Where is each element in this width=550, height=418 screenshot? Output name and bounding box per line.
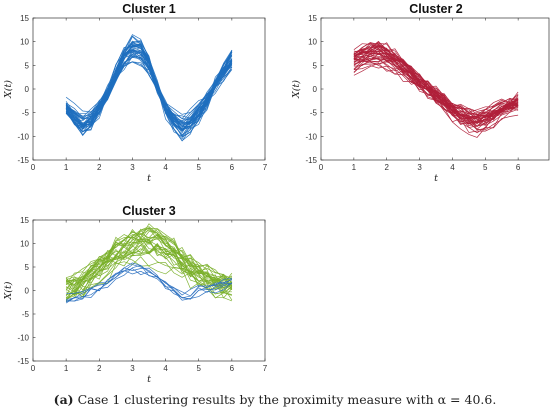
x-tick-label: 2 <box>97 163 102 172</box>
x-tick-label: 4 <box>163 163 168 172</box>
x-tick-label: 2 <box>384 163 389 172</box>
y-axis-label: X(t) <box>3 281 14 300</box>
series-line <box>65 40 233 129</box>
y-tick-label: -15 <box>17 156 29 165</box>
x-tick-label: 3 <box>130 364 135 373</box>
chart-title: Cluster 2 <box>409 2 463 16</box>
cluster-2-panel: 0 1 2 3 4 5 6 -15 -10 -5 0 5 10 15 Cluster 2 t X(t) <box>291 2 550 184</box>
y-tick-label: -10 <box>17 334 29 343</box>
y-tick-label: 0 <box>25 85 30 94</box>
series-line <box>353 50 519 120</box>
x-tick-label: 2 <box>97 364 102 373</box>
series-line <box>353 58 519 117</box>
series-line <box>65 49 233 128</box>
series-line <box>353 44 519 123</box>
series-line <box>353 57 519 113</box>
chart-title: Cluster 3 <box>122 204 176 218</box>
series-line <box>65 228 233 293</box>
y-tick-label: -5 <box>22 109 30 118</box>
series-line <box>65 61 233 128</box>
x-tick-label: 4 <box>450 163 455 172</box>
x-tick-label: 5 <box>196 364 201 373</box>
series-line <box>353 55 519 126</box>
x-tick-label: 3 <box>417 163 422 172</box>
series-line <box>66 264 233 302</box>
series-line <box>65 244 232 297</box>
series-line <box>353 65 519 117</box>
x-tick-label: 5 <box>196 163 201 172</box>
y-tick-label: 15 <box>20 14 29 23</box>
y-axis-label: X(t) <box>291 80 302 99</box>
y-axis-label: X(t) <box>3 80 14 99</box>
series-line <box>353 41 519 125</box>
figure-caption: (a) Case 1 clustering results by the pro… <box>0 392 550 407</box>
series-line <box>353 42 519 134</box>
caption-label: (a) <box>53 392 74 407</box>
cluster-3-panel: 0 1 2 3 4 5 6 7 -15 -10 -5 0 5 10 15 Cluster 3 t X(t) <box>3 204 268 385</box>
axes-box <box>32 17 266 161</box>
series-line <box>65 54 233 120</box>
y-tick-label: 5 <box>25 263 30 272</box>
x-tick-label: 1 <box>64 163 69 172</box>
series-line <box>65 223 233 286</box>
y-tick-label: 10 <box>20 38 29 47</box>
series-line <box>353 53 519 112</box>
y-tick-label: -5 <box>22 310 30 319</box>
x-axis-label: t <box>434 173 438 184</box>
x-tick-label: 6 <box>516 163 521 172</box>
cluster-1-panel: 0 1 2 3 4 5 6 7 -15 -10 -5 0 5 10 15 Cluster 1 t X(t) <box>3 2 268 184</box>
series-line <box>353 48 519 127</box>
y-tick-label: -15 <box>17 357 29 366</box>
x-tick-label: 7 <box>263 163 268 172</box>
x-tick-label: 0 <box>319 163 324 172</box>
x-tick-label: 5 <box>483 163 488 172</box>
y-tick-label: 5 <box>25 61 30 70</box>
series-line <box>66 262 233 300</box>
x-tick-label: 3 <box>130 163 135 172</box>
series-line <box>65 234 232 280</box>
x-tick-label: 1 <box>352 163 357 172</box>
x-tick-label: 0 <box>31 364 36 373</box>
series-lines <box>65 223 233 304</box>
x-tick-label: 0 <box>31 163 36 172</box>
series-line <box>65 46 233 121</box>
series-line <box>353 45 519 115</box>
series-lines <box>65 34 233 142</box>
caption-text: Case 1 clustering results by the proximi… <box>73 392 497 407</box>
y-tick-label: -5 <box>310 109 318 118</box>
y-tick-label: -15 <box>305 156 317 165</box>
x-tick-label: 6 <box>230 364 235 373</box>
y-tick-label: 5 <box>313 61 318 70</box>
series-line <box>65 43 233 142</box>
chart-title: Cluster 1 <box>122 2 176 16</box>
series-line <box>66 267 232 302</box>
series-line <box>353 52 519 116</box>
series-line <box>65 227 233 291</box>
x-tick-label: 4 <box>163 364 168 373</box>
x-tick-label: 1 <box>64 364 69 373</box>
x-axis-label: t <box>147 374 151 385</box>
y-tick-label: 15 <box>308 14 317 23</box>
x-axis-label: t <box>147 173 151 184</box>
series-line <box>65 40 233 134</box>
series-line <box>65 256 233 299</box>
y-tick-label: -10 <box>17 132 29 141</box>
y-tick-label: 10 <box>308 38 317 47</box>
y-tick-label: 0 <box>313 85 318 94</box>
series-line <box>353 61 519 119</box>
y-tick-label: 0 <box>25 287 30 296</box>
y-tick-label: 15 <box>20 216 29 225</box>
y-tick-label: -10 <box>305 132 317 141</box>
series-line <box>66 238 233 294</box>
x-tick-label: 7 <box>263 364 268 373</box>
y-tick-label: 10 <box>20 240 29 249</box>
series-lines <box>353 40 519 138</box>
x-tick-label: 6 <box>230 163 235 172</box>
